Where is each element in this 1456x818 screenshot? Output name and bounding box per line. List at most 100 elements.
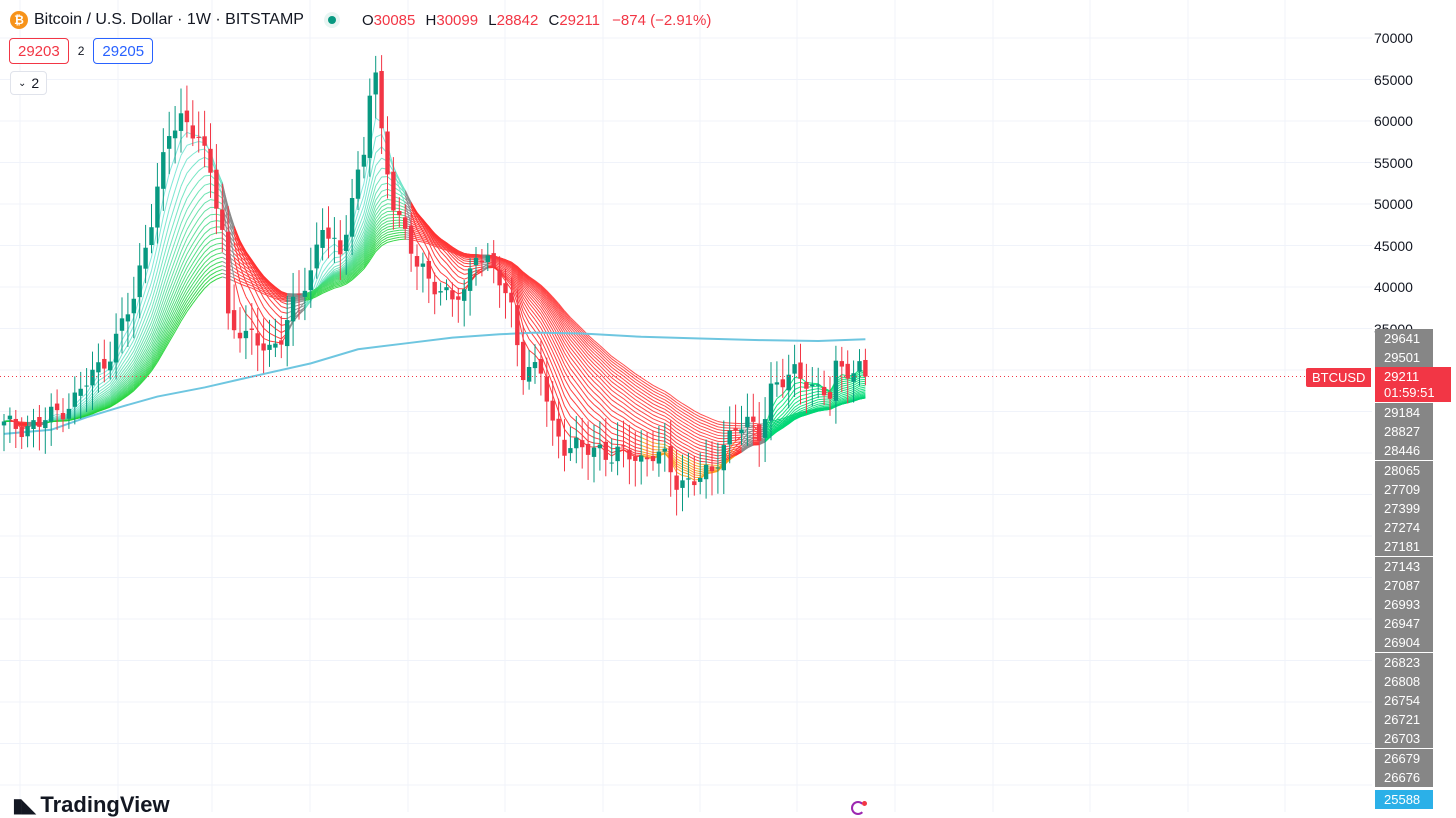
ema-ribbon-line (216, 243, 222, 244)
candle-body (846, 364, 850, 379)
ema-ribbon-line (376, 177, 382, 186)
ema-ribbon-line (694, 473, 700, 474)
ema-ribbon-line (435, 264, 441, 272)
candle-body (415, 256, 419, 267)
candle-body (745, 417, 749, 427)
ema-ribbon-line (624, 432, 630, 436)
ema-ribbon-line (801, 398, 807, 400)
candle-body (403, 217, 407, 229)
ema-ribbon-line (388, 226, 394, 227)
ema-ribbon-line (677, 425, 683, 429)
ema-ribbon-line (523, 312, 529, 323)
ema-ribbon-line (683, 429, 689, 432)
candle-body (474, 258, 478, 265)
ema-ribbon-line (700, 417, 706, 419)
ema-ribbon-line (588, 441, 594, 443)
ema-ribbon-line (718, 433, 724, 434)
ema-ribbon-line (606, 399, 612, 405)
ema-ribbon-line (594, 418, 600, 422)
ema-ribbon-line (252, 307, 258, 319)
price-axis-label: 55000 (1374, 155, 1456, 171)
open-value: 30085 (374, 12, 416, 29)
ema-ribbon-line (683, 462, 689, 464)
candle-body (792, 364, 796, 373)
ema-ribbon-line (588, 351, 594, 357)
ema-ribbon-line (193, 265, 199, 274)
candle-body (20, 427, 24, 437)
candle-body (120, 318, 124, 330)
ema-ribbon-line (629, 431, 635, 435)
candle-body (586, 444, 590, 455)
ema-ribbon-line (175, 260, 181, 275)
ema-ribbon-line (618, 386, 624, 390)
ema-ribbon-line (635, 417, 641, 420)
ema-ribbon-line (694, 436, 700, 439)
tradingview-logo[interactable]: ▮◣ TradingView (12, 792, 170, 818)
ema-ribbon-line (181, 145, 187, 155)
ema-ribbon-line (688, 429, 694, 433)
ema-ribbon-line (848, 387, 854, 389)
ema-ribbon-line (606, 410, 612, 416)
ema-ribbon-line (458, 271, 464, 274)
ema-ribbon-line (635, 421, 641, 424)
ema-ribbon-line (659, 429, 665, 431)
ema-ribbon-line (216, 266, 222, 268)
ema-ribbon-line (594, 431, 600, 434)
ma-value-tag: 27143 (1375, 557, 1433, 576)
ema-ribbon-line (193, 201, 199, 210)
ema-ribbon-line (653, 394, 659, 397)
candle-body (651, 456, 655, 461)
ema-ribbon-line (382, 199, 388, 202)
ma-value-tag: 26947 (1375, 614, 1433, 633)
ema-ribbon-line (700, 449, 706, 450)
ema-ribbon-line (447, 270, 453, 277)
ema-ribbon-line (700, 423, 706, 425)
symbol-title[interactable]: Bitcoin / U.S. Dollar · 1W · BITSTAMP (34, 11, 304, 29)
candle-body (55, 404, 59, 411)
sell-button[interactable]: 29203 (9, 38, 69, 64)
ema-ribbon-line (476, 267, 482, 268)
ema-ribbon-line (187, 154, 193, 159)
ema-ribbon-line (435, 255, 441, 264)
ema-ribbon-line (128, 340, 134, 351)
ema-ribbon-line (606, 434, 612, 439)
ema-ribbon-line (653, 443, 659, 444)
ema-ribbon-line (140, 300, 146, 317)
ema-ribbon-line (588, 348, 594, 354)
ema-ribbon-line (659, 425, 665, 427)
candle-body (663, 449, 667, 452)
ema-ribbon-line (606, 422, 612, 428)
ema-ribbon-line (683, 465, 689, 467)
candle-body (385, 131, 389, 174)
indicators-toggle-button[interactable]: ⌄ 2 (10, 71, 47, 95)
ma-value-tag: 26754 (1375, 691, 1433, 710)
ema-ribbon-line (659, 421, 665, 423)
ema-ribbon-line (618, 430, 624, 432)
candle-body (303, 291, 307, 297)
ema-ribbon-line (635, 404, 641, 408)
candle-body (851, 373, 855, 382)
candle-body (379, 71, 383, 128)
ema-ribbon-line (205, 252, 211, 258)
candle-body (8, 416, 12, 419)
ema-ribbon-line (211, 239, 217, 241)
ema-ribbon-line (712, 458, 718, 459)
ema-ribbon-line (736, 437, 742, 438)
ema-ribbon-line (594, 438, 600, 440)
ema-ribbon-line (677, 446, 683, 449)
ema-ribbon-line (157, 247, 163, 271)
ema-ribbon-line (694, 443, 700, 446)
ema-ribbon-line (588, 434, 594, 437)
ema-ribbon-line (275, 329, 281, 333)
ema-ribbon-line (588, 420, 594, 425)
events-icon[interactable] (851, 801, 865, 815)
candle-body (37, 417, 41, 427)
ema-ribbon-line (842, 381, 848, 382)
buy-button[interactable]: 29205 (93, 38, 153, 64)
ema-ribbon-line (700, 429, 706, 431)
ema-ribbon-line (594, 382, 600, 388)
ema-ribbon-line (393, 240, 399, 241)
ema-ribbon-line (399, 198, 405, 201)
ema-ribbon-line (747, 431, 753, 432)
